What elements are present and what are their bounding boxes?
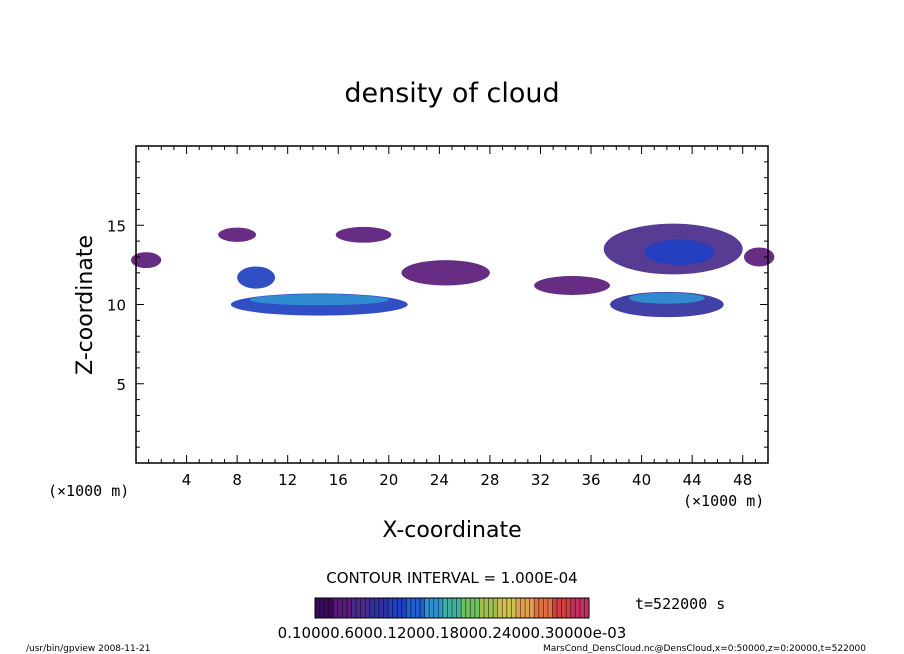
x-unit-right: (×1000 m) [683, 492, 764, 510]
y-tick-label: 15 [107, 217, 126, 235]
x-tick-label: 44 [683, 471, 702, 489]
time-label: t=522000 s [635, 595, 725, 613]
cloud-field [130, 223, 775, 318]
colorbar [315, 598, 590, 618]
x-unit-left: (×1000 m) [48, 482, 129, 500]
x-tick-label: 12 [278, 471, 297, 489]
cloud-region-upper-mid-patch [335, 226, 392, 243]
cloud-region-edge-left [130, 252, 162, 269]
footer-right: MarsCond_DensCloud.nc@DensCloud,x=0:5000… [543, 644, 866, 654]
colorbar-labels: 0.10000.6000.12000.18000.24000.30000e-03 [278, 624, 627, 642]
cloud-region-left-blob [237, 266, 276, 289]
y-tick-label: 5 [116, 376, 126, 394]
x-tick-label: 20 [379, 471, 398, 489]
cloud-region-right-lower-core [628, 292, 705, 304]
x-axis-label: X-coordinate [382, 518, 521, 543]
y-axis-label: Z-coordinate [73, 235, 98, 375]
x-tick-label: 48 [733, 471, 752, 489]
cloud-region-right-upper-core [644, 239, 715, 265]
footer-left: /usr/bin/gpview 2008-11-21 [26, 644, 150, 654]
contour-interval-text: CONTOUR INTERVAL = 1.000E-04 [326, 569, 577, 587]
colorbar-frame [314, 597, 590, 619]
y-tick-label: 10 [107, 297, 126, 315]
x-tick-label: 40 [632, 471, 651, 489]
cloud-region-main-band-left-core [249, 294, 389, 306]
x-tick-label: 24 [430, 471, 449, 489]
x-tick-label: 8 [232, 471, 242, 489]
x-tick-label: 32 [531, 471, 550, 489]
cloud-region-upper-left-patch [218, 227, 257, 242]
x-tick-label: 4 [182, 471, 192, 489]
cloud-region-edge-right [743, 247, 775, 267]
cloud-region-mid-right-wisps [534, 275, 610, 295]
cloud-region-mid-wisps [401, 260, 490, 286]
x-tick-label: 36 [581, 471, 600, 489]
chart-title: density of cloud [344, 78, 559, 109]
x-tick-label: 16 [329, 471, 348, 489]
x-tick-label: 28 [480, 471, 499, 489]
